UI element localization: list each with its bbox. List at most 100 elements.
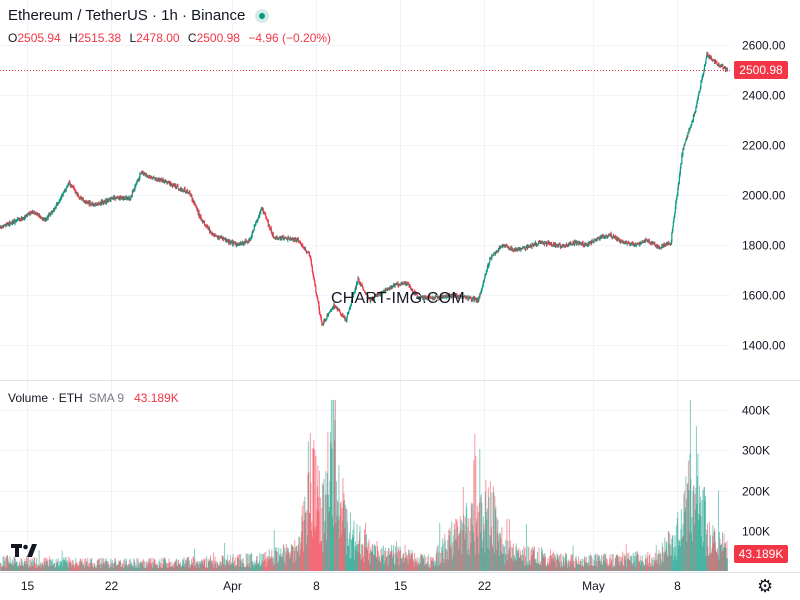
volume-bar bbox=[497, 541, 499, 571]
volume-bar bbox=[135, 567, 137, 571]
volume-bar bbox=[366, 547, 368, 571]
volume-bar bbox=[531, 554, 533, 571]
volume-bar bbox=[98, 565, 100, 571]
live-status-dot bbox=[255, 8, 270, 23]
candle-body bbox=[507, 246, 509, 248]
volume-bar bbox=[513, 556, 515, 571]
volume-bar bbox=[262, 554, 264, 571]
volume-bar bbox=[655, 560, 657, 571]
volume-bar bbox=[206, 556, 208, 571]
candle-body bbox=[489, 257, 491, 259]
candle-body bbox=[528, 246, 530, 248]
volume-bar bbox=[608, 566, 610, 571]
symbol-legend[interactable]: Ethereum / TetherUS · 1h · Binance bbox=[8, 7, 270, 24]
candle-body bbox=[561, 246, 563, 248]
candle-body bbox=[514, 248, 516, 251]
candle-body bbox=[436, 296, 438, 298]
candle-body bbox=[621, 240, 623, 242]
volume-bar bbox=[198, 564, 200, 571]
volume-bar bbox=[380, 562, 382, 571]
candle-body bbox=[92, 205, 94, 206]
volume-bar bbox=[418, 563, 420, 571]
volume-bar bbox=[502, 543, 504, 571]
volume-bar bbox=[543, 553, 545, 571]
candle-body bbox=[284, 237, 286, 239]
volume-bar bbox=[101, 563, 103, 571]
candle-body bbox=[72, 186, 74, 188]
volume-bar bbox=[71, 566, 73, 571]
candle-body bbox=[389, 288, 391, 290]
volume-bar bbox=[328, 511, 330, 571]
candle-body bbox=[340, 313, 342, 316]
candle-body bbox=[145, 174, 147, 176]
volume-bar bbox=[376, 540, 378, 571]
candle-body bbox=[682, 149, 684, 155]
volume-bar bbox=[374, 544, 376, 571]
candle-body bbox=[417, 297, 419, 299]
candle-body bbox=[696, 102, 698, 106]
volume-bar bbox=[400, 550, 402, 571]
candle-body bbox=[58, 202, 60, 204]
candle-body bbox=[181, 189, 183, 191]
candle-body bbox=[146, 175, 148, 177]
volume-bar bbox=[417, 565, 419, 571]
tradingview-logo-icon[interactable] bbox=[10, 540, 40, 560]
candle-body bbox=[528, 246, 530, 248]
volume-bar bbox=[494, 509, 496, 571]
candle-body bbox=[692, 120, 694, 121]
volume-bar bbox=[309, 433, 311, 571]
volume-value: 43.189K bbox=[134, 391, 179, 405]
candle-body bbox=[442, 296, 444, 298]
volume-bar bbox=[136, 568, 138, 571]
volume-bar bbox=[659, 554, 661, 571]
volume-bar bbox=[214, 556, 216, 571]
candle-body bbox=[379, 292, 381, 295]
candle-body bbox=[292, 238, 294, 240]
candle-body bbox=[416, 293, 418, 295]
candle-body bbox=[635, 243, 637, 246]
candle-body bbox=[498, 246, 500, 250]
candle-body bbox=[712, 59, 714, 61]
candle-body bbox=[244, 242, 246, 244]
candle-body bbox=[205, 224, 207, 228]
volume-bar bbox=[54, 563, 56, 571]
candle-body bbox=[391, 286, 393, 289]
volume-bar bbox=[185, 559, 187, 571]
candle-body bbox=[513, 250, 515, 252]
volume-bar bbox=[87, 557, 89, 571]
time-axis[interactable]: 15 22 Apr 8 15 22 May 8 bbox=[21, 579, 681, 593]
volume-legend[interactable]: Volume · ETH SMA 9 43.189K bbox=[8, 391, 179, 405]
volume-bar bbox=[115, 564, 117, 571]
volume-bar bbox=[665, 549, 667, 571]
volume-bar bbox=[712, 525, 714, 571]
candle-body bbox=[86, 201, 88, 203]
candle-body bbox=[382, 291, 384, 293]
volume-bar bbox=[157, 567, 159, 571]
volume-bar bbox=[193, 557, 195, 571]
candle-body bbox=[67, 186, 69, 188]
volume-bar bbox=[680, 509, 682, 571]
volume-bar bbox=[350, 557, 352, 571]
candle-body bbox=[132, 191, 134, 192]
volume-bar bbox=[155, 565, 157, 571]
candle-body bbox=[437, 297, 439, 299]
gear-icon[interactable]: ⚙ bbox=[757, 576, 774, 596]
volume-bar bbox=[453, 523, 455, 571]
candle-body bbox=[330, 309, 332, 311]
candle-body bbox=[313, 277, 315, 279]
volume-bar bbox=[578, 564, 580, 571]
candle-body bbox=[300, 242, 302, 245]
price-axis[interactable]: 1400.001600.001800.002000.002200.002400.… bbox=[742, 39, 786, 353]
candle-body bbox=[95, 203, 97, 205]
candle-body bbox=[578, 242, 580, 245]
candle-body bbox=[119, 196, 121, 200]
volume-bar bbox=[516, 560, 518, 571]
volume-bar bbox=[323, 533, 325, 571]
volume-bar bbox=[718, 559, 720, 571]
volume-bar bbox=[583, 559, 585, 571]
volume-bar bbox=[427, 562, 429, 571]
volume-bar bbox=[394, 563, 396, 571]
price-candles bbox=[0, 51, 728, 326]
